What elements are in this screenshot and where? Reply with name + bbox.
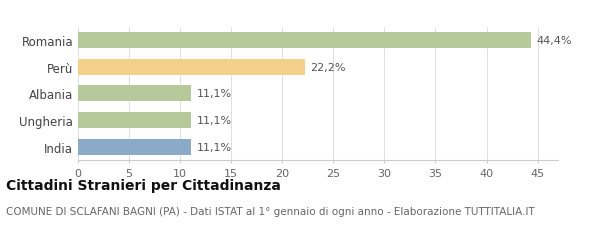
Text: 11,1%: 11,1%	[196, 89, 232, 99]
Text: COMUNE DI SCLAFANI BAGNI (PA) - Dati ISTAT al 1° gennaio di ogni anno - Elaboraz: COMUNE DI SCLAFANI BAGNI (PA) - Dati IST…	[6, 206, 535, 216]
Text: 22,2%: 22,2%	[310, 62, 346, 72]
Bar	[78, 86, 191, 102]
Text: 11,1%: 11,1%	[196, 115, 232, 125]
Bar	[78, 112, 191, 128]
Bar	[78, 139, 191, 155]
Legend: Europa, America, Asia: Europa, America, Asia	[226, 0, 410, 4]
Text: Cittadini Stranieri per Cittadinanza: Cittadini Stranieri per Cittadinanza	[6, 179, 281, 193]
Bar	[78, 33, 532, 49]
Bar	[78, 59, 305, 75]
Text: 44,4%: 44,4%	[536, 36, 572, 46]
Text: 11,1%: 11,1%	[196, 142, 232, 152]
